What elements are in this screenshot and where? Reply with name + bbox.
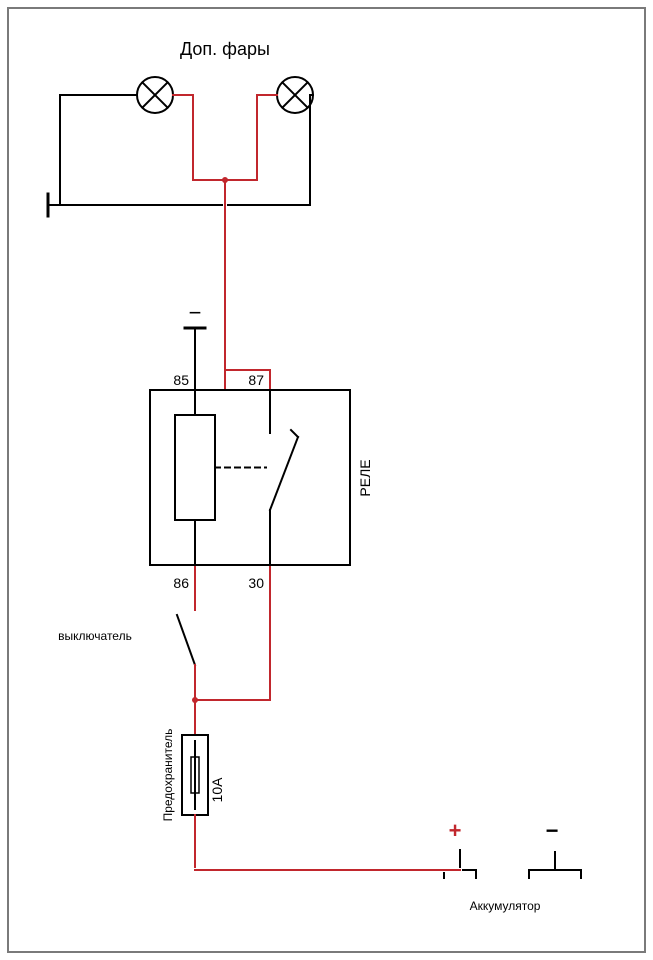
svg-text:Предохранитель: Предохранитель — [161, 729, 175, 822]
svg-text:86: 86 — [173, 575, 189, 591]
svg-text:10A: 10A — [209, 777, 225, 803]
svg-text:−: − — [546, 818, 559, 843]
svg-text:+: + — [449, 818, 462, 843]
svg-text:30: 30 — [248, 575, 264, 591]
svg-text:85: 85 — [173, 372, 189, 388]
svg-text:87: 87 — [248, 372, 264, 388]
svg-text:РЕЛЕ: РЕЛЕ — [357, 459, 373, 496]
svg-text:выключатель: выключатель — [58, 629, 132, 643]
svg-text:−: − — [189, 300, 202, 325]
svg-text:Доп. фары: Доп. фары — [180, 39, 270, 59]
svg-text:Аккумулятор: Аккумулятор — [470, 899, 541, 913]
wiring-diagram: Доп. фары − 85 87 86 30 РЕЛЕ выключатель Предохр… — [0, 0, 653, 960]
